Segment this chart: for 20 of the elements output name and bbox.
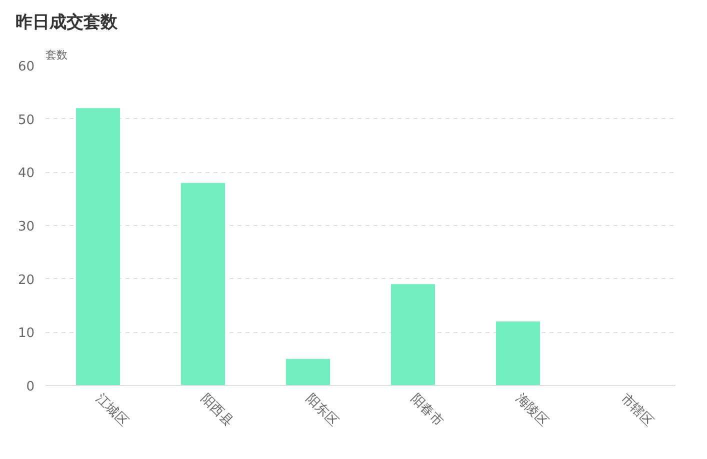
y-tick-label: 30	[18, 220, 35, 234]
x-tick-label: 阳西县	[198, 391, 236, 430]
x-tick-label: 市辖区	[618, 391, 656, 430]
bar	[286, 358, 330, 386]
x-tick-label: 江城区	[92, 391, 131, 430]
y-tick-label: 50	[18, 112, 35, 128]
bar	[390, 284, 436, 386]
y-axis-title: 套数	[46, 48, 68, 62]
y-tick-label: 0	[26, 380, 35, 394]
bar	[76, 108, 120, 386]
y-tick-label: 40	[18, 166, 35, 182]
x-tick-label: 阳东区	[302, 391, 341, 430]
y-tick-label: 60	[18, 60, 35, 74]
x-tick-label: 海陵区	[512, 391, 551, 430]
x-tick-label: 阳春市	[408, 391, 446, 430]
bar	[496, 322, 540, 386]
bar	[180, 182, 226, 386]
y-tick-label: 20	[18, 272, 35, 288]
chart-title: 昨日成交套数	[16, 12, 118, 32]
y-tick-label: 10	[18, 326, 35, 342]
